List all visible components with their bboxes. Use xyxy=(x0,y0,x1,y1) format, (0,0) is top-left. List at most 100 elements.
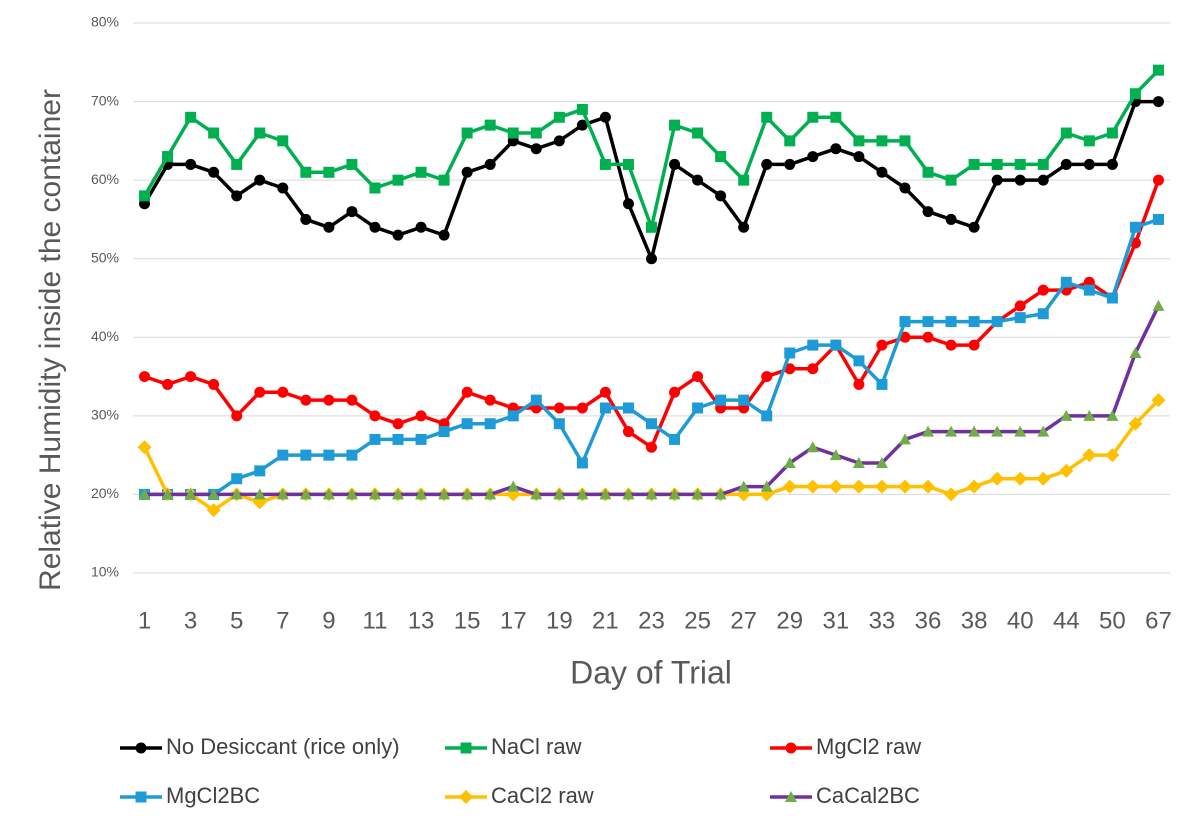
x-tick-label: 67 xyxy=(1145,607,1172,634)
marker xyxy=(853,378,865,390)
marker xyxy=(162,378,174,390)
marker xyxy=(1083,135,1095,147)
y-tick-label: 40% xyxy=(91,328,119,344)
marker xyxy=(369,410,381,422)
marker xyxy=(254,386,266,398)
marker xyxy=(484,488,497,500)
marker xyxy=(346,158,358,170)
marker xyxy=(784,135,796,147)
marker xyxy=(669,119,681,131)
y-tick-label: 20% xyxy=(91,485,119,501)
marker xyxy=(1129,88,1141,100)
marker xyxy=(185,111,197,123)
marker xyxy=(206,503,221,518)
marker xyxy=(876,339,888,351)
marker xyxy=(1083,284,1095,296)
marker xyxy=(369,182,381,194)
marker xyxy=(185,371,197,383)
marker xyxy=(323,449,335,461)
marker xyxy=(945,339,957,351)
marker xyxy=(646,253,657,265)
marker xyxy=(392,488,405,500)
marker xyxy=(415,410,427,422)
marker xyxy=(461,386,473,398)
marker xyxy=(138,488,151,500)
x-tick-label: 50 xyxy=(1099,607,1126,634)
marker xyxy=(484,119,496,131)
marker xyxy=(807,363,819,375)
marker xyxy=(300,213,312,225)
marker xyxy=(945,213,957,225)
marker xyxy=(876,135,888,147)
marker xyxy=(369,221,381,233)
marker xyxy=(438,426,450,438)
marker xyxy=(714,488,727,500)
marker xyxy=(599,386,611,398)
x-tick-label: 40 xyxy=(1007,607,1034,634)
marker xyxy=(530,488,543,500)
marker xyxy=(737,480,750,492)
marker xyxy=(553,418,565,430)
marker xyxy=(1106,127,1118,139)
x-tick-label: 19 xyxy=(546,607,573,634)
marker xyxy=(161,488,174,500)
marker xyxy=(622,426,634,438)
marker xyxy=(876,378,888,390)
x-tick-label: 15 xyxy=(454,607,481,634)
marker xyxy=(231,473,243,485)
marker xyxy=(761,371,773,383)
marker xyxy=(899,316,911,328)
marker xyxy=(715,190,727,202)
marker xyxy=(299,488,312,500)
marker xyxy=(853,151,865,163)
marker xyxy=(646,418,657,430)
x-tick-label: 44 xyxy=(1053,607,1080,634)
marker xyxy=(899,135,911,147)
marker xyxy=(785,791,797,802)
marker xyxy=(576,457,588,469)
marker xyxy=(968,425,981,437)
marker xyxy=(415,221,427,233)
marker xyxy=(345,488,358,500)
marker xyxy=(852,457,865,468)
x-tick-label: 33 xyxy=(869,607,896,634)
marker xyxy=(392,418,404,430)
marker xyxy=(1059,463,1074,478)
marker xyxy=(323,166,335,178)
marker xyxy=(669,386,681,398)
marker xyxy=(622,198,634,210)
y-tick-label: 50% xyxy=(91,249,119,265)
marker xyxy=(1083,158,1095,170)
x-tick-label: 23 xyxy=(638,607,665,634)
marker xyxy=(968,316,980,328)
marker xyxy=(1060,158,1072,170)
marker xyxy=(922,425,935,437)
marker xyxy=(208,127,220,139)
marker xyxy=(323,221,335,233)
marker xyxy=(1037,158,1049,170)
marker xyxy=(922,316,934,328)
marker xyxy=(323,394,335,406)
marker xyxy=(459,790,473,804)
y-tick-label: 10% xyxy=(91,564,119,580)
marker xyxy=(438,488,451,500)
marker xyxy=(599,488,612,500)
marker xyxy=(692,127,704,139)
legend-label: MgCl2BC xyxy=(166,783,260,808)
marker xyxy=(645,488,658,500)
marker xyxy=(899,331,911,343)
legend-label: NaCl raw xyxy=(491,734,582,759)
marker xyxy=(945,174,957,186)
marker xyxy=(231,190,243,202)
marker xyxy=(184,488,197,500)
legend-item: MgCl2BC xyxy=(120,783,260,808)
marker xyxy=(254,127,266,139)
x-tick-label: 3 xyxy=(184,607,197,634)
marker xyxy=(139,371,151,383)
x-tick-label: 17 xyxy=(500,607,527,634)
marker xyxy=(576,119,588,131)
marker xyxy=(484,418,496,430)
marker xyxy=(1014,158,1026,170)
marker xyxy=(208,166,220,178)
